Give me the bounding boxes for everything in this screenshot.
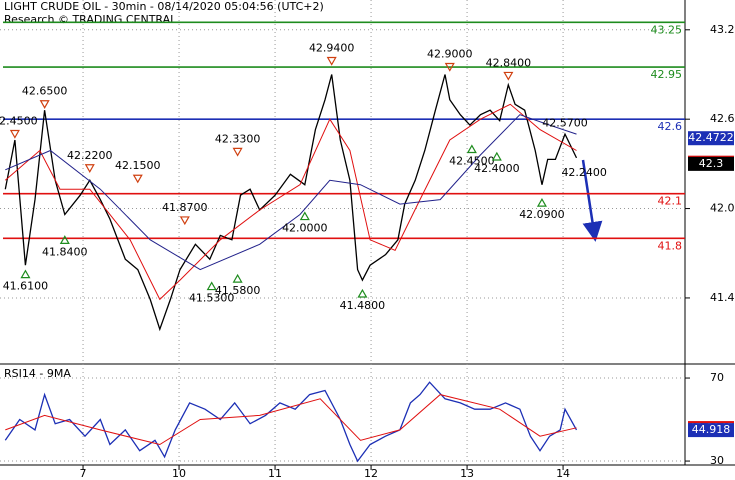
y-tick-label: 41.4	[710, 291, 735, 304]
y-tick-label: 70	[710, 371, 724, 384]
high-marker	[132, 174, 143, 184]
series-line	[4, 381, 578, 463]
level-label: 42.95	[651, 68, 683, 81]
low-marker	[299, 211, 310, 221]
low-marker	[20, 269, 31, 279]
marker-label: 42.5700	[542, 117, 588, 130]
high-marker	[326, 56, 337, 66]
level-label: 43.25	[651, 23, 683, 36]
low-marker	[232, 273, 243, 283]
marker-label: 42.2200	[67, 149, 113, 162]
level-label: 42.1	[658, 195, 683, 208]
y-tick-label: 42.6	[710, 112, 735, 125]
value-box-label: 42.4722	[688, 131, 734, 144]
high-marker	[179, 216, 190, 226]
marker-label: 41.5300	[189, 292, 235, 305]
value-box	[688, 131, 734, 146]
marker-label: 42.4000	[474, 162, 520, 175]
series-line	[4, 103, 577, 301]
marker-label: 41.4800	[340, 299, 386, 312]
marker-label: 41.6100	[3, 280, 49, 293]
x-tick-label: 14	[556, 467, 570, 480]
series-line	[5, 114, 577, 271]
value-box-label: 44.918	[692, 423, 731, 436]
marker-label: 41.5800	[215, 284, 261, 297]
marker-label: 42.2400	[561, 166, 607, 179]
marker-label: 42.1500	[115, 159, 161, 172]
chart-title: LIGHT CRUDE OIL - 30min - 08/14/2020 05:…	[4, 0, 324, 13]
marker-label: 42.4500	[0, 115, 38, 128]
low-marker	[357, 288, 368, 298]
high-marker	[232, 147, 243, 157]
high-marker	[503, 71, 514, 81]
x-tick-label: 12	[364, 467, 378, 480]
marker-label: 42.6500	[22, 85, 68, 98]
low-marker	[206, 281, 217, 291]
high-marker	[39, 100, 50, 109]
marker-label: 42.9000	[427, 47, 473, 60]
marker-label: 42.0000	[282, 222, 328, 235]
low-marker	[466, 144, 477, 154]
low-marker	[491, 151, 502, 161]
marker-label: 42.3300	[215, 132, 261, 145]
value-box	[688, 156, 734, 171]
low-marker	[59, 235, 70, 244]
rsi-title: RSI14 - 9MA	[4, 367, 71, 380]
marker-label: 42.9400	[309, 42, 355, 55]
x-tick-label: 11	[268, 467, 282, 480]
forecast-arrow	[581, 159, 603, 242]
chart-subtitle: Research © TRADING CENTRAL	[4, 13, 177, 26]
level-label: 41.8	[658, 239, 683, 252]
y-tick-label: 43.2	[710, 23, 735, 36]
series-line	[5, 394, 577, 446]
x-tick-label: 10	[172, 467, 186, 480]
high-marker	[84, 164, 95, 173]
high-marker	[9, 129, 20, 139]
x-tick-label: 13	[460, 467, 474, 480]
low-marker	[536, 197, 547, 207]
value-box-label: 42.3	[699, 157, 724, 170]
marker-label: 41.8700	[162, 201, 208, 214]
value-box	[688, 423, 734, 438]
marker-label: 42.0900	[519, 208, 565, 221]
marker-label: 42.8400	[486, 56, 532, 69]
x-tick-label: 7	[80, 467, 87, 480]
high-marker	[444, 62, 455, 72]
marker-label: 42.4500	[449, 155, 495, 168]
y-tick-label: 42.0	[710, 202, 735, 215]
level-label: 42.6	[658, 120, 683, 133]
marker-label: 41.8400	[42, 245, 88, 258]
y-tick-label: 30	[710, 454, 724, 467]
